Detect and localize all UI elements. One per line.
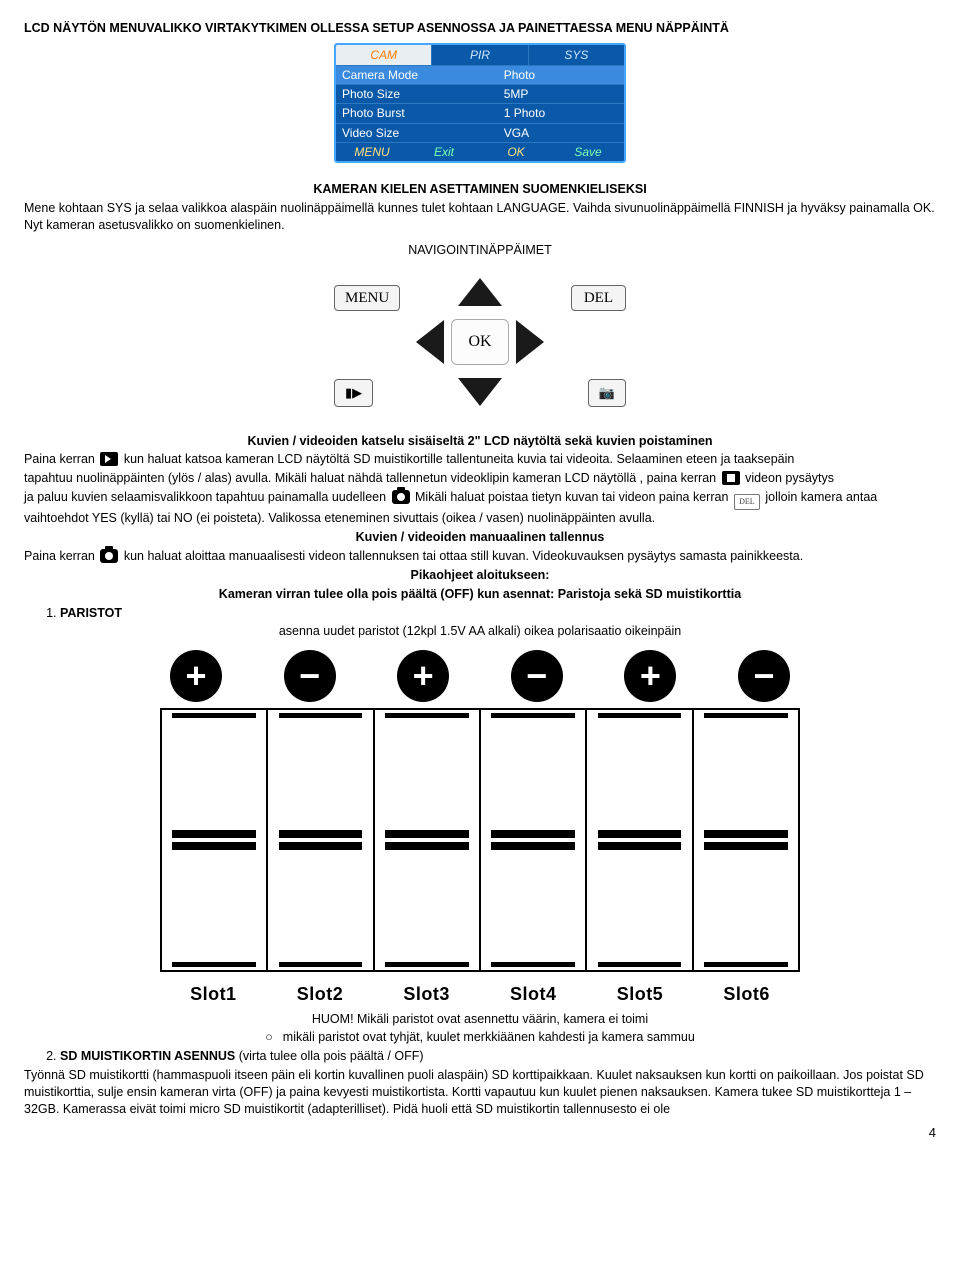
lcd-row-2: Photo Burst 1 Photo bbox=[336, 103, 624, 122]
cell-5 bbox=[587, 710, 693, 970]
nav-right-arrow bbox=[516, 320, 544, 364]
lcd-tabs: CAM PIR SYS bbox=[336, 45, 624, 65]
polarity-5: − bbox=[738, 650, 790, 702]
polarity-row: + − + − + − bbox=[160, 650, 800, 708]
battery-diagram: + − + − + − Slot1 Slot2 Slot3 Slot4 Slot… bbox=[160, 650, 800, 1006]
cell-6 bbox=[694, 710, 798, 970]
quick-body: asenna uudet paristot (12kpl 1.5V AA alk… bbox=[24, 623, 936, 640]
list-item-1: PARISTOT bbox=[60, 605, 936, 622]
nav-down-arrow bbox=[458, 378, 502, 406]
polarity-2: + bbox=[397, 650, 449, 702]
polarity-4: + bbox=[624, 650, 676, 702]
lcd-tab-sys: SYS bbox=[529, 45, 624, 65]
huom-sub: mikäli paristot ovat tyhjät, kuulet merk… bbox=[24, 1029, 936, 1046]
nav-pad: MENU DEL ▮▶ 📷 OK bbox=[330, 267, 630, 417]
lcd-footer: MENU Exit OK Save bbox=[336, 142, 624, 161]
numbered-list-2: SD MUISTIKORTIN ASENNUS (virta tulee oll… bbox=[60, 1048, 936, 1065]
lcd-tab-pir: PIR bbox=[432, 45, 528, 65]
view-title: Kuvien / videoiden katselu sisäiseltä 2"… bbox=[24, 433, 936, 450]
view-body-1: Paina kerran kun haluat katsoa kameran L… bbox=[24, 451, 936, 468]
cells bbox=[160, 708, 800, 972]
huom-line: HUOM! Mikäli paristot ovat asennettu vää… bbox=[24, 1011, 936, 1028]
huom-sublist: mikäli paristot ovat tyhjät, kuulet merk… bbox=[24, 1029, 936, 1046]
slot-labels: Slot1 Slot2 Slot3 Slot4 Slot5 Slot6 bbox=[160, 972, 800, 1006]
manual-body: Paina kerran kun haluat aloittaa manuaal… bbox=[24, 548, 936, 565]
nav-title: NAVIGOINTINÄPPÄIMET bbox=[24, 242, 936, 259]
nav-camera-button: 📷 bbox=[588, 379, 626, 407]
cell-2 bbox=[268, 710, 374, 970]
lcd-tab-cam: CAM bbox=[336, 45, 432, 65]
view-body-3: ja paluu kuvien selaamisvalikkoon tapaht… bbox=[24, 489, 936, 527]
quick-sub: Kameran virran tulee olla pois päältä (O… bbox=[24, 586, 936, 603]
cell-1 bbox=[162, 710, 268, 970]
manual-title: Kuvien / videoiden manuaalinen tallennus bbox=[24, 529, 936, 546]
nav-menu-button: MENU bbox=[334, 285, 400, 311]
polarity-1: − bbox=[284, 650, 336, 702]
camera-icon-2 bbox=[100, 549, 118, 563]
video-stop-icon bbox=[722, 471, 740, 485]
nav-ok-label: OK bbox=[468, 331, 491, 353]
del-icon: DEL bbox=[734, 494, 760, 510]
polarity-0: + bbox=[170, 650, 222, 702]
lcd-row-1: Photo Size 5MP bbox=[336, 84, 624, 103]
view-body-2: tapahtuu nuolinäppäinten (ylös / alas) a… bbox=[24, 470, 936, 487]
quick-title: Pikaohjeet aloitukseen: bbox=[24, 567, 936, 584]
lcd-row-0: Camera Mode Photo bbox=[336, 65, 624, 84]
page-number: 4 bbox=[24, 1124, 936, 1142]
numbered-list: PARISTOT bbox=[60, 605, 936, 622]
cell-3 bbox=[375, 710, 481, 970]
nav-up-arrow bbox=[458, 278, 502, 306]
cell-4 bbox=[481, 710, 587, 970]
lcd-menu: CAM PIR SYS Camera Mode Photo Photo Size… bbox=[334, 43, 626, 163]
camera-icon bbox=[392, 490, 410, 504]
polarity-3: − bbox=[511, 650, 563, 702]
nav-play-button: ▮▶ bbox=[334, 379, 373, 407]
nav-left-arrow bbox=[416, 320, 444, 364]
lang-title: KAMERAN KIELEN ASETTAMINEN SUOMENKIELISE… bbox=[24, 181, 936, 198]
nav-del-button: DEL bbox=[571, 285, 626, 311]
lang-body: Mene kohtaan SYS ja selaa valikkoa alasp… bbox=[24, 200, 936, 234]
list-item-2: SD MUISTIKORTIN ASENNUS (virta tulee oll… bbox=[60, 1048, 936, 1065]
sd-body: Työnnä SD muistikortti (hammaspuoli itse… bbox=[24, 1067, 936, 1118]
heading: LCD NÄYTÖN MENUVALIKKO VIRTAKYTKIMEN OLL… bbox=[24, 20, 936, 37]
lcd-row-3: Video Size VGA bbox=[336, 123, 624, 142]
play-icon bbox=[100, 452, 118, 466]
